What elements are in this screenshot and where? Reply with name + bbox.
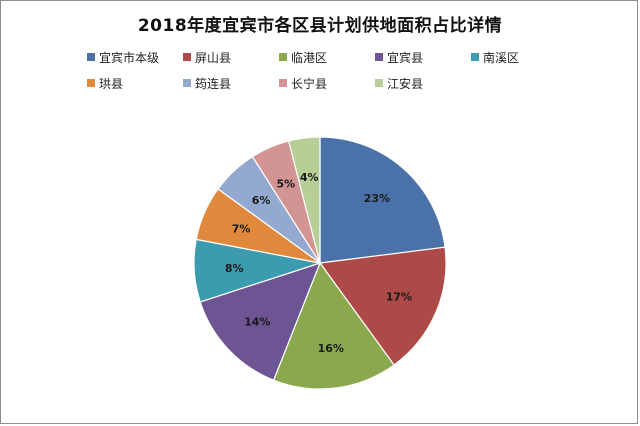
slice-label: 4% [300, 171, 319, 184]
legend-item: 长宁县 [279, 75, 375, 92]
legend-swatch [183, 53, 191, 61]
pie-slice [272, 261, 395, 390]
legend-item: 筠连县 [183, 75, 279, 92]
legend-swatch [375, 53, 383, 61]
slice-label: 23% [364, 192, 390, 205]
legend-label: 宜宾县 [387, 50, 424, 65]
legend-label: 筠连县 [195, 76, 232, 91]
legend-item: 临港区 [279, 49, 375, 66]
legend-item: 珙县 [87, 75, 183, 92]
legend-label: 江安县 [387, 76, 424, 91]
legend-item: 江安县 [375, 75, 471, 92]
legend-swatch [87, 79, 95, 87]
legend-swatch [279, 53, 287, 61]
legend: 宜宾市本级 屏山县 临港区 宜宾县 南溪区 珙县 [87, 44, 567, 96]
pie-slice [319, 136, 446, 264]
legend-swatch [87, 53, 95, 61]
legend-swatch [471, 53, 479, 61]
legend-swatch [375, 79, 383, 87]
legend-label: 临港区 [291, 50, 328, 65]
legend-item: 宜宾县 [375, 49, 471, 66]
legend-item: 宜宾市本级 [87, 49, 183, 66]
slice-label: 17% [386, 291, 412, 304]
legend-label: 珙县 [99, 76, 124, 91]
pie-slice [318, 246, 447, 366]
legend-row: 宜宾市本级 屏山县 临港区 宜宾县 南溪区 [87, 44, 567, 70]
slice-label: 7% [232, 222, 251, 235]
slice-label: 8% [225, 262, 244, 275]
slice-label: 14% [244, 315, 270, 328]
slice-label: 16% [318, 342, 344, 355]
legend-row: 珙县 筠连县 长宁县 江安县 [87, 70, 567, 96]
legend-item: 屏山县 [183, 49, 279, 66]
legend-swatch [279, 79, 287, 87]
pie-slice [287, 136, 321, 264]
legend-label: 宜宾市本级 [99, 50, 160, 65]
legend-swatch [183, 79, 191, 87]
legend-label: 长宁县 [291, 76, 328, 91]
chart-title: 2018年度宜宾市各区县计划供地面积占比详情 [137, 16, 503, 36]
legend-label: 屏山县 [195, 50, 232, 65]
legend-item: 南溪区 [471, 49, 567, 66]
slice-label: 6% [252, 194, 271, 207]
slice-label: 5% [277, 178, 296, 191]
legend-label: 南溪区 [483, 50, 520, 65]
